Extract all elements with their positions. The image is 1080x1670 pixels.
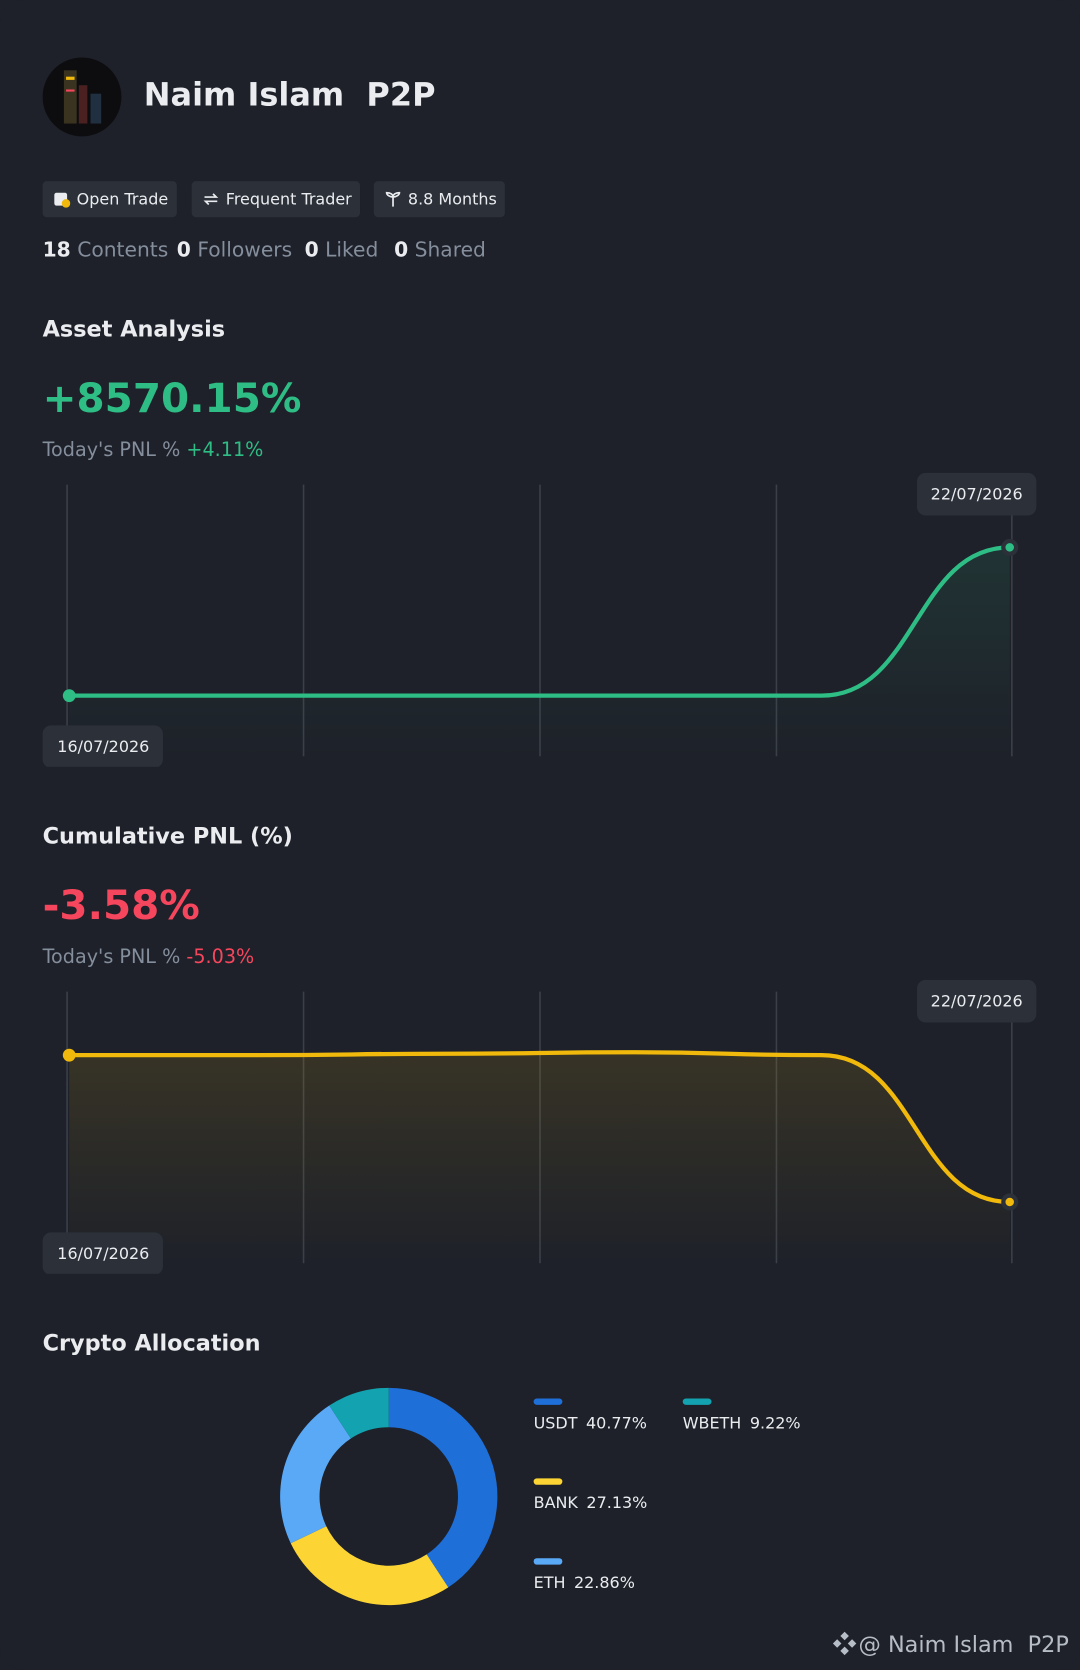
legend-name: BANK [534, 1493, 579, 1512]
legend-swatch [533, 1558, 563, 1565]
donut-slice [329, 1387, 389, 1439]
badge: 8.8 Months [373, 181, 506, 218]
point [1001, 538, 1019, 556]
area-fill [69, 1052, 1010, 1264]
donut-slice [388, 1387, 498, 1588]
legend-label: BANK 27.13% [534, 1493, 648, 1512]
line [69, 1050, 1010, 1205]
donut-slice [280, 1405, 351, 1544]
stat: 0 Liked [304, 238, 379, 263]
avatar [42, 57, 122, 137]
donut-slice [290, 1526, 449, 1606]
badge-text: 8.8 Months [407, 189, 497, 209]
stat: 0 Followers [176, 238, 293, 263]
badge: Open Trade [42, 181, 177, 218]
legend-label: WBETH 9.22% [683, 1413, 801, 1432]
point [62, 1048, 76, 1062]
allocation-chart: USDT 40.77% BANK 27.13% ETH 22.86% WBETH 9.22% [280, 1387, 801, 1606]
section-title: Cumulative PNL (%) [42, 823, 293, 849]
legend-label: ETH 22.86% [534, 1573, 635, 1592]
stat: 18 Contents [42, 238, 169, 263]
legend-value: 22.86% [574, 1573, 635, 1592]
legend-name: USDT [534, 1413, 578, 1432]
area-fill [69, 547, 1010, 757]
legend-value: 40.77% [586, 1413, 647, 1432]
badge-text: Open Trade [76, 189, 169, 209]
legend-swatch [533, 1398, 563, 1405]
section-title: Crypto Allocation [42, 1330, 261, 1356]
section-title: Asset Analysis [42, 316, 226, 342]
legend-value: 27.13% [586, 1493, 647, 1512]
total-value: -3.58% [42, 881, 200, 929]
badge: Frequent Trader [191, 181, 361, 218]
date-tooltip [917, 472, 1037, 516]
date-label: 16/07/2026 [57, 1244, 149, 1263]
legend-swatch [533, 1478, 563, 1485]
point [1001, 1193, 1019, 1211]
date-label: 22/07/2026 [931, 485, 1023, 504]
badge-text: Frequent Trader [225, 189, 352, 209]
legend-name: ETH [534, 1573, 566, 1592]
line [69, 545, 1010, 698]
today-pnl: Today's PNL % +4.11% [42, 438, 264, 462]
date-tooltip [42, 1232, 163, 1274]
date-label: 16/07/2026 [57, 737, 149, 756]
point [62, 689, 76, 703]
profile-name: Naim Islam P2P [143, 76, 436, 114]
date-label: 22/07/2026 [931, 992, 1023, 1011]
legend-value: 9.22% [750, 1413, 801, 1432]
today-pnl: Today's PNL % -5.03% [42, 945, 255, 969]
asset-chart: 22/07/2026 16/07/2026 [42, 472, 1037, 767]
legend-swatch [682, 1398, 712, 1405]
stat: 0 Shared [394, 238, 486, 263]
footer: @ Naim Islam P2P [831, 1630, 1069, 1657]
legend-name: WBETH [683, 1413, 742, 1432]
date-tooltip [42, 725, 163, 767]
date-tooltip [917, 979, 1037, 1023]
total-value: +8570.15% [42, 374, 302, 422]
legend-label: USDT 40.77% [534, 1413, 647, 1432]
pnl-chart: 22/07/2026 16/07/2026 [42, 979, 1037, 1274]
